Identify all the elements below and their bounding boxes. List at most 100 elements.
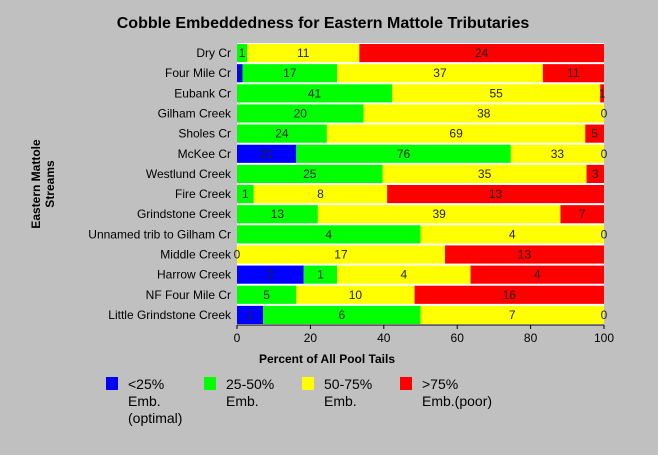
legend: <25%Emb.(optimal)25-50%Emb.50-75%Emb.>75… [106, 376, 492, 426]
bar-segment [247, 44, 360, 63]
x-tick-label: 20 [304, 331, 318, 345]
data-label: 1 [247, 308, 254, 322]
bar-segment [585, 124, 604, 143]
bar-segment [317, 205, 561, 224]
bar-segment [237, 164, 383, 183]
bar-segment [237, 285, 297, 304]
x-axis-title: Percent of All Pool Tails [259, 352, 395, 366]
bar-segment [363, 104, 604, 123]
bar-segment [237, 205, 318, 224]
data-label: 0 [601, 147, 608, 161]
category-label: Dry Cr [196, 46, 231, 60]
data-label: 33 [551, 147, 565, 161]
legend-swatch [204, 377, 216, 390]
bar-segment [237, 124, 327, 143]
legend-label: Emb. [226, 393, 259, 409]
bar-segment [470, 265, 604, 284]
legend-label: Emb. [128, 393, 161, 409]
bar-segment [420, 305, 604, 324]
bar-segment [510, 144, 604, 163]
x-tick-label: 100 [594, 331, 614, 345]
data-label: 13 [489, 187, 503, 201]
category-label: Westlund Creek [146, 167, 232, 181]
data-label: 20 [294, 107, 308, 121]
bar-segment [296, 285, 415, 304]
data-label: 38 [477, 107, 491, 121]
bars [237, 44, 604, 324]
bar-segment [303, 265, 338, 284]
data-label: 4 [400, 268, 407, 282]
bar-segment [253, 185, 388, 204]
category-label: Sholes Cr [178, 127, 231, 141]
bar-segment [237, 305, 264, 324]
x-axis: 0 20 40 60 80 100 [234, 324, 614, 345]
bar-segment [414, 285, 604, 304]
data-label: 0 [234, 248, 241, 262]
data-label: 16 [503, 288, 517, 302]
bar-segment [237, 64, 243, 83]
bar-segment [237, 44, 248, 63]
data-label: 55 [489, 86, 503, 100]
bar-segment [382, 164, 587, 183]
category-label: Eubank Cr [174, 86, 231, 100]
bar-segment [263, 305, 421, 324]
bar-segment [542, 64, 604, 83]
x-tick-label: 80 [524, 331, 538, 345]
data-label: 0 [601, 227, 608, 241]
category-label: Little Grindstone Creek [108, 308, 232, 322]
data-label: 76 [397, 147, 411, 161]
x-tick-label: 40 [377, 331, 391, 345]
legend-label: Emb.(poor) [422, 393, 492, 409]
bar-segment [337, 265, 471, 284]
bar-segment [237, 245, 445, 264]
data-label: 1 [599, 86, 606, 100]
data-label: 0 [601, 107, 608, 121]
data-label: 35 [478, 167, 492, 181]
data-label: 0 [601, 308, 608, 322]
data-label: 11 [567, 66, 580, 80]
data-label: 4 [509, 227, 516, 241]
x-tick-label: 60 [451, 331, 465, 345]
data-label: 13 [271, 207, 285, 221]
category-label: NF Four Mile Cr [146, 288, 231, 302]
data-label: 7 [509, 308, 516, 322]
category-label: Grindstone Creek [137, 207, 232, 221]
y-axis-title-line: Streams [43, 160, 57, 208]
data-label: 37 [433, 66, 447, 80]
category-label: Fire Creek [175, 187, 232, 201]
bar-segment [586, 164, 604, 183]
data-label: 11 [297, 46, 310, 60]
data-label: 10 [349, 288, 363, 302]
bar-segment [444, 245, 604, 264]
bar-segment [392, 84, 601, 103]
data-label: 21 [260, 147, 274, 161]
category-label: Middle Creek [160, 248, 232, 262]
bar-segment [560, 205, 604, 224]
data-label: 69 [449, 127, 463, 141]
bar-segment [387, 185, 604, 204]
data-label: 8 [317, 187, 324, 201]
bar-segment [237, 144, 297, 163]
category-labels: Dry Cr Four Mile Cr Eubank Cr Gilham Creek S… [88, 46, 232, 322]
bar-segment [237, 104, 364, 123]
legend-swatch [302, 377, 314, 390]
bar-segment [237, 185, 254, 204]
data-label: 1 [242, 187, 249, 201]
data-label: 4 [534, 268, 541, 282]
bar-segment [237, 265, 304, 284]
data-label: 4 [325, 227, 332, 241]
bar-segment [359, 44, 604, 63]
bar-segment [296, 144, 511, 163]
data-label: 17 [283, 66, 297, 80]
data-label: 3 [592, 167, 599, 181]
category-label: McKee Cr [178, 147, 231, 161]
data-label: 24 [275, 127, 289, 141]
data-label: 17 [334, 248, 348, 262]
bar-segment [326, 124, 586, 143]
bar-segment [420, 225, 604, 244]
data-label: 5 [263, 288, 270, 302]
chart-title: Cobble Embeddedness for Eastern Mattole … [117, 15, 530, 32]
data-label: 24 [475, 46, 489, 60]
legend-label: <25% [128, 376, 164, 392]
